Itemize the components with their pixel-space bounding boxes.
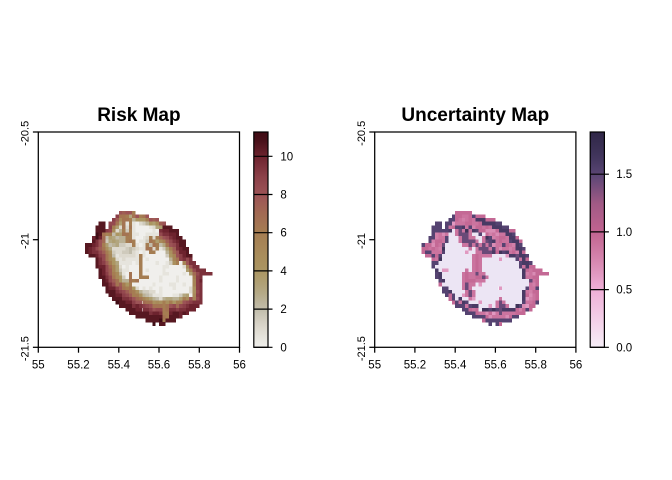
- svg-text:4: 4: [280, 266, 287, 278]
- svg-text:56: 56: [233, 359, 246, 371]
- svg-text:1.0: 1.0: [616, 227, 632, 239]
- svg-text:-20.5: -20.5: [356, 121, 368, 146]
- svg-text:55.4: 55.4: [444, 359, 467, 371]
- svg-text:55.2: 55.2: [67, 359, 89, 371]
- svg-text:-21.5: -21.5: [20, 336, 32, 361]
- svg-text:55.6: 55.6: [148, 359, 170, 371]
- svg-text:-21: -21: [20, 233, 32, 249]
- svg-text:2: 2: [280, 304, 286, 316]
- svg-text:55.8: 55.8: [188, 359, 210, 371]
- svg-text:55.6: 55.6: [484, 359, 506, 371]
- svg-text:6: 6: [280, 228, 286, 240]
- svg-text:0.0: 0.0: [616, 342, 632, 354]
- svg-text:55.4: 55.4: [108, 359, 131, 371]
- svg-text:55.2: 55.2: [404, 359, 426, 371]
- svg-text:-21: -21: [356, 233, 368, 249]
- svg-text:55: 55: [368, 359, 381, 371]
- svg-text:55.8: 55.8: [525, 359, 547, 371]
- svg-text:0.5: 0.5: [616, 285, 632, 297]
- svg-text:10: 10: [280, 151, 293, 163]
- svg-text:0: 0: [280, 342, 286, 354]
- svg-text:1.5: 1.5: [616, 169, 632, 181]
- svg-text:-21.5: -21.5: [356, 336, 368, 361]
- svg-text:55: 55: [32, 359, 45, 371]
- svg-text:8: 8: [280, 190, 286, 202]
- svg-text:Uncertainty Map: Uncertainty Map: [401, 105, 549, 126]
- svg-text:-20.5: -20.5: [20, 121, 32, 146]
- svg-text:56: 56: [570, 359, 583, 371]
- svg-text:Risk Map: Risk Map: [97, 105, 180, 126]
